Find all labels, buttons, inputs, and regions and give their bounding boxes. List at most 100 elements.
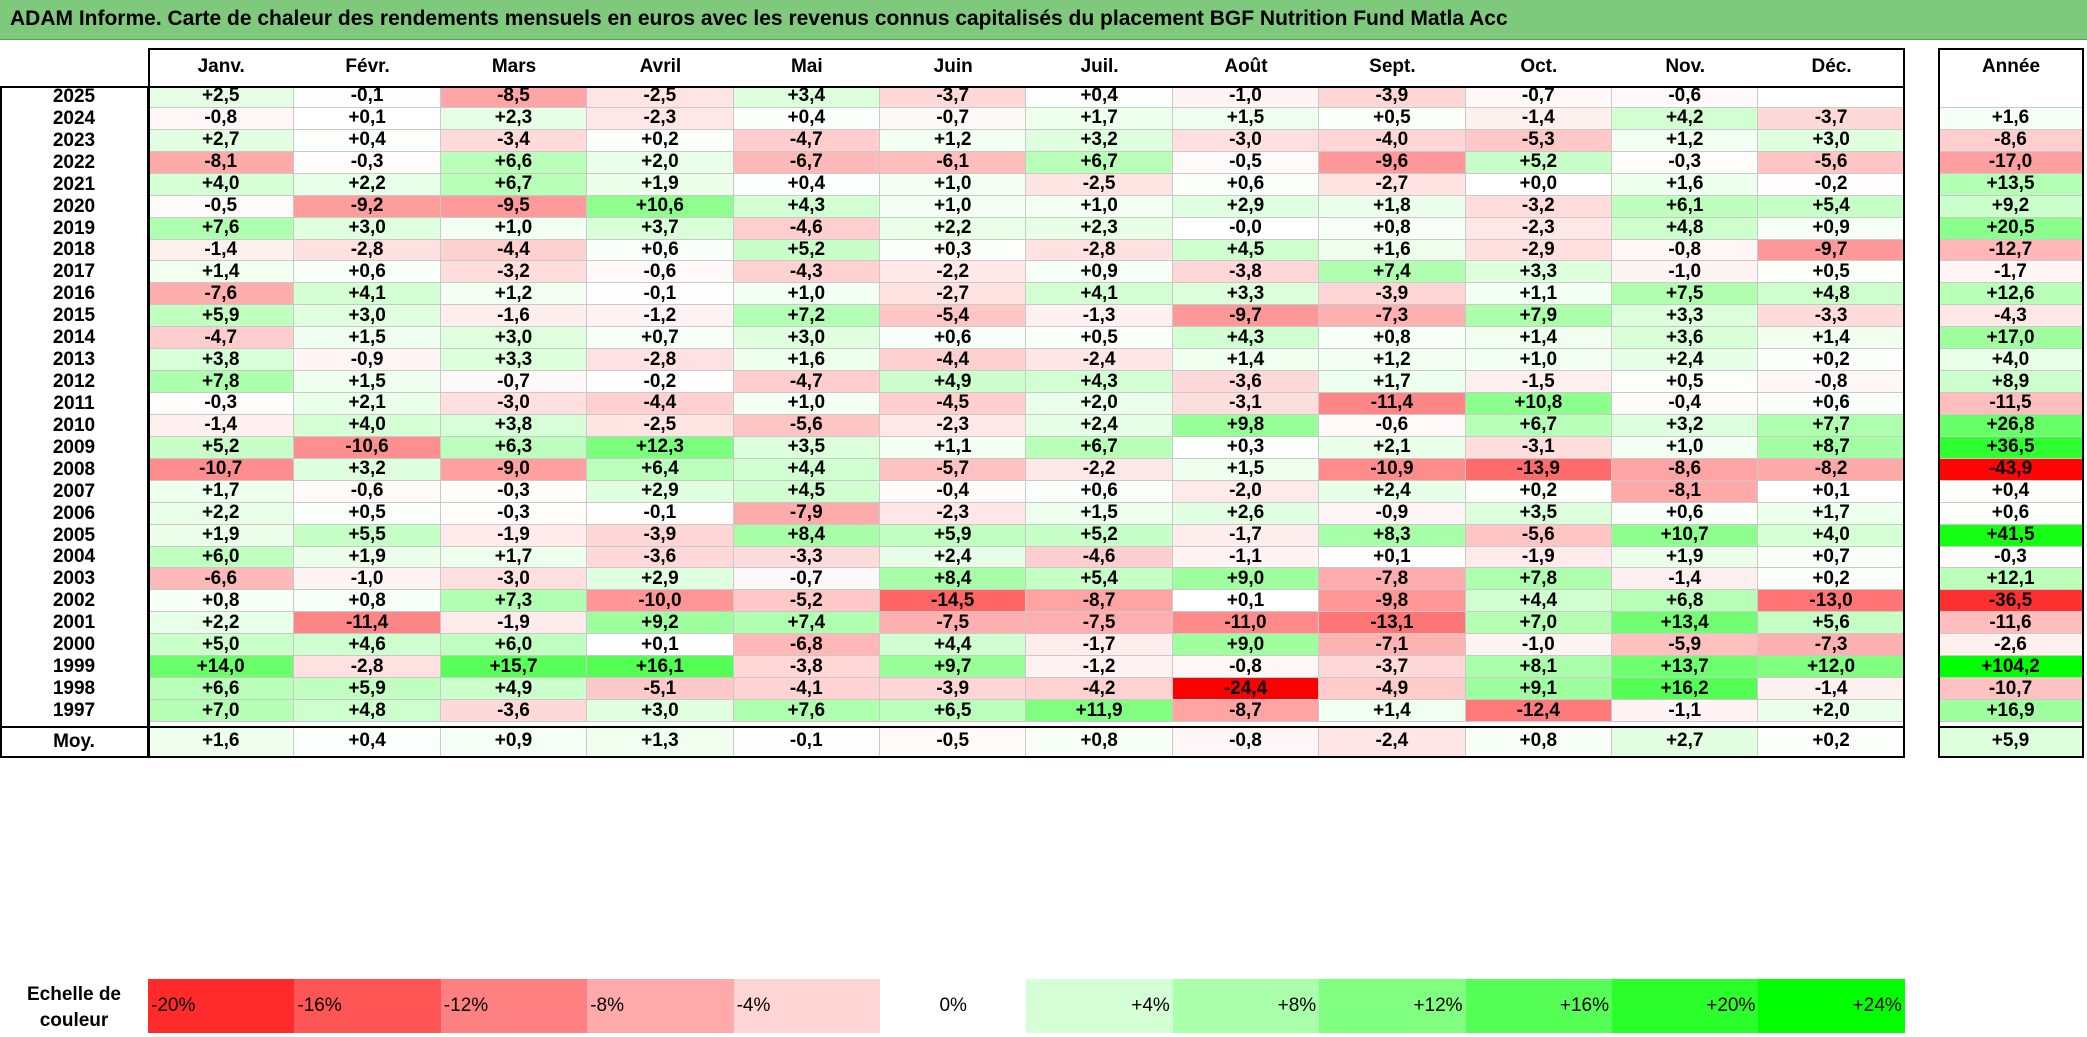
heatmap-cell: +0,8 <box>1319 217 1466 240</box>
heatmap-cell: +0,8 <box>1319 327 1466 350</box>
heatmap-cell: -3,7 <box>880 85 1027 108</box>
heatmap-cell: +0,0 <box>1465 173 1612 196</box>
heatmap-cell: +3,0 <box>440 327 588 350</box>
row-year: 2024 <box>52 107 96 129</box>
heatmap-cell: +3,6 <box>1612 327 1759 350</box>
row-year: 1999 <box>52 656 96 678</box>
heatmap-cell: +1,7 <box>1758 502 1905 525</box>
heatmap-cell: -2,3 <box>880 414 1027 437</box>
heatmap-cell: +5,0 <box>148 634 295 657</box>
row-year: 2020 <box>52 195 96 217</box>
annual-cell: -10,7 <box>1938 678 2084 701</box>
heatmap-cell: +0,1 <box>587 634 734 657</box>
heatmap-cell: +0,8 <box>294 590 441 613</box>
heatmap-cell: +9,0 <box>1172 568 1320 591</box>
color-scale-swatch: +8% <box>1172 979 1320 1033</box>
average-cell: -0,8 <box>1172 725 1320 758</box>
heatmap-cell: +16,1 <box>587 656 734 679</box>
heatmap-cell: -5,6 <box>1465 524 1612 547</box>
heatmap-cell: +0,5 <box>1319 107 1466 130</box>
heatmap-cell: -5,6 <box>733 414 880 437</box>
heatmap-cell: -1,7 <box>1172 524 1320 547</box>
heatmap-cell: -10,6 <box>294 436 441 459</box>
heatmap-cell: -8,1 <box>148 151 295 174</box>
annual-cell: -17,0 <box>1938 151 2084 174</box>
heatmap-cell: +9,8 <box>1172 414 1320 437</box>
heatmap-cell: +4,4 <box>880 634 1027 657</box>
row-year: 2000 <box>52 634 96 656</box>
heatmap-cell: -0,7 <box>1465 85 1612 108</box>
heatmap-cell: -2,3 <box>880 502 1027 525</box>
color-scale-swatch: +24% <box>1758 979 1905 1033</box>
heatmap-cell: +4,6 <box>294 634 441 657</box>
row-year: 2009 <box>52 436 96 458</box>
heatmap-cell: -0,6 <box>1612 85 1759 108</box>
heatmap-cell: +3,8 <box>440 414 588 437</box>
heatmap-cell: -4,4 <box>880 349 1027 372</box>
heatmap-cell: +0,4 <box>733 107 880 130</box>
heatmap-cell: +2,2 <box>880 217 1027 240</box>
heatmap-cell: +5,9 <box>294 678 441 701</box>
heatmap-cell: +3,0 <box>294 217 441 240</box>
heatmap-cell: +1,0 <box>880 195 1027 218</box>
row-year: 2003 <box>52 568 96 590</box>
heatmap-cell: -10,7 <box>148 458 295 481</box>
heatmap-cell: -12,4 <box>1465 700 1612 722</box>
heatmap-cell: -0,8 <box>148 107 295 130</box>
heatmap-cell: -2,8 <box>294 656 441 679</box>
heatmap-cell: +2,7 <box>148 129 295 152</box>
heatmap-cell: +1,0 <box>1465 349 1612 372</box>
color-scale-swatch: -12% <box>440 979 588 1033</box>
row-year: 2008 <box>52 458 96 480</box>
heatmap-cell: -2,4 <box>1026 349 1173 372</box>
color-scale-swatch: -16% <box>294 979 441 1033</box>
heatmap-cell: +6,0 <box>440 634 588 657</box>
heatmap-cell: +1,9 <box>148 524 295 547</box>
heatmap-cell: -2,2 <box>880 261 1027 284</box>
annual-cell: -36,5 <box>1938 590 2084 613</box>
heatmap-cell: -3,2 <box>440 261 588 284</box>
row-year: 2004 <box>52 546 96 568</box>
heatmap-cell: +1,7 <box>440 546 588 569</box>
row-year: 1998 <box>52 678 96 700</box>
heatmap-cell: -4,7 <box>148 327 295 350</box>
heatmap-cell: +0,4 <box>294 129 441 152</box>
heatmap-cell: +2,9 <box>587 568 734 591</box>
heatmap-cell: -0,2 <box>1758 173 1905 196</box>
heatmap-cell: -0,6 <box>587 261 734 284</box>
heatmap-cell: -0,7 <box>733 568 880 591</box>
row-year: 2007 <box>52 480 96 502</box>
heatmap-cell: +3,5 <box>1465 502 1612 525</box>
heatmap-cell: +9,7 <box>880 656 1027 679</box>
heatmap-cell: +1,2 <box>1612 129 1759 152</box>
heatmap-cell: -13,1 <box>1319 612 1466 635</box>
heatmap-cell: -0,6 <box>294 480 441 503</box>
heatmap-cell: +4,8 <box>294 700 441 722</box>
heatmap-cell: +1,6 <box>1319 239 1466 262</box>
heatmap-cell: -4,9 <box>1319 678 1466 701</box>
heatmap-cell: +6,7 <box>1465 414 1612 437</box>
heatmap-cell: -1,4 <box>1758 678 1905 701</box>
row-year: 2022 <box>52 151 96 173</box>
heatmap-cell: -1,5 <box>1465 371 1612 393</box>
heatmap-cell: -2,9 <box>1465 239 1612 262</box>
annual-cell: -1,7 <box>1938 261 2084 284</box>
title-bar: ADAM Informe. Carte de chaleur des rende… <box>0 0 2087 40</box>
heatmap-cell: -0,0 <box>1172 217 1320 240</box>
heatmap-cell: +1,5 <box>1172 107 1320 130</box>
heatmap-cell: +11,9 <box>1026 700 1173 722</box>
page-title: ADAM Informe. Carte de chaleur des rende… <box>10 7 1508 30</box>
heatmap-cell: -1,1 <box>1172 546 1320 569</box>
table-separator <box>0 86 1905 88</box>
color-scale-swatch: +4% <box>1026 979 1173 1033</box>
heatmap-cell: -0,7 <box>440 371 588 393</box>
heatmap-cell: +1,0 <box>733 392 880 415</box>
heatmap-cell: +1,6 <box>1612 173 1759 196</box>
heatmap-cell: +1,7 <box>1319 371 1466 393</box>
heatmap-cell: +9,2 <box>587 612 734 635</box>
annual-cell: -43,9 <box>1938 458 2084 481</box>
heatmap-cell: +6,1 <box>1612 195 1759 218</box>
heatmap-cell: -1,0 <box>1465 634 1612 657</box>
heatmap-cell: -3,8 <box>1172 261 1320 284</box>
